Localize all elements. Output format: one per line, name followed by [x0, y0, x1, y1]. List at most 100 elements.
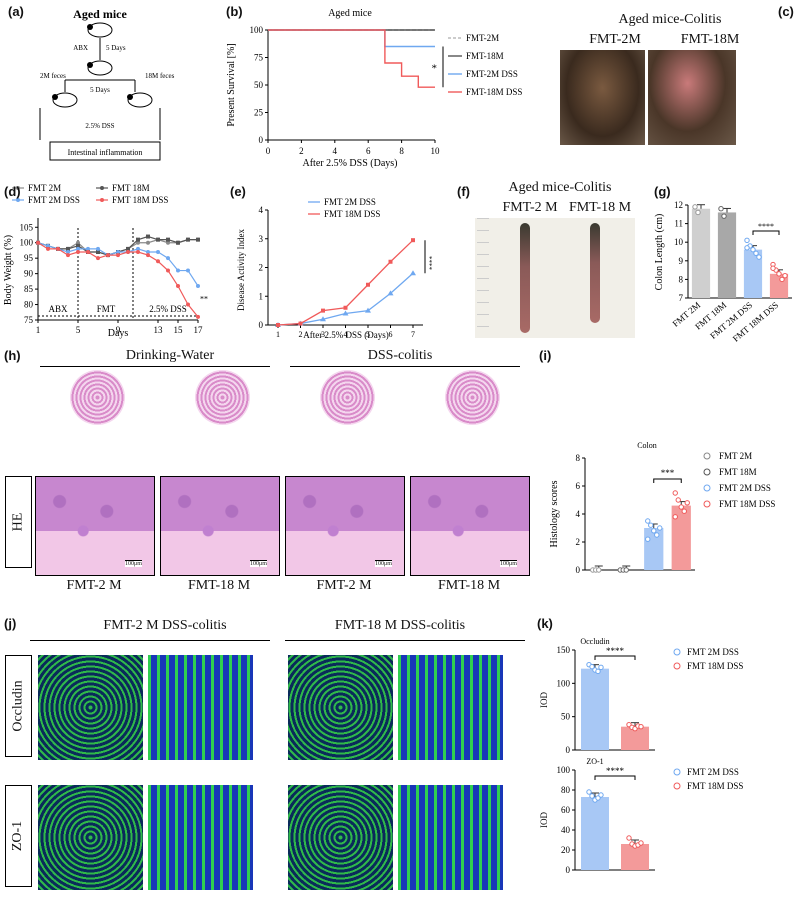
data-point	[672, 514, 678, 520]
data-point	[76, 240, 80, 245]
data-point	[196, 237, 200, 242]
group-header: FMT-18 M DSS-colitis	[334, 618, 466, 633]
data-point	[56, 246, 60, 251]
data-point	[598, 792, 604, 798]
group-header: Drinking-Water	[125, 348, 215, 363]
panel-label: (k)	[537, 616, 553, 631]
panel-label: (a)	[8, 4, 24, 19]
bar	[671, 505, 691, 570]
y-tick-label: 100	[557, 678, 571, 688]
data-point	[176, 268, 180, 273]
sig-marker: ****	[606, 766, 625, 776]
row-label: ZO-1	[10, 820, 26, 852]
data-point	[136, 240, 140, 245]
sig-marker: ****	[425, 256, 433, 271]
x-axis-label: After 2.5% DSS (Days)	[303, 158, 398, 169]
data-point	[321, 308, 325, 313]
y-tick-label: 12	[674, 200, 683, 210]
if-overview-image	[288, 655, 393, 760]
legend-label: FMT-18M DSS	[466, 87, 522, 97]
outcome-label: Intestinal inflammation	[68, 148, 143, 157]
y-tick-label: 100	[250, 25, 264, 35]
data-point	[146, 234, 150, 239]
data-point	[76, 246, 80, 251]
legend-label: FMT-18M	[466, 51, 504, 61]
y-tick-label: 8	[679, 274, 684, 284]
data-point	[166, 237, 170, 242]
data-point	[166, 268, 170, 273]
data-point	[776, 271, 782, 277]
data-point	[645, 518, 651, 524]
data-point	[596, 567, 602, 573]
photo-label-right: FMT-18M	[680, 32, 740, 47]
scale-bar: 100μm	[125, 560, 142, 567]
x-tick-label: 6	[366, 146, 371, 156]
y-tick-label: 75	[24, 315, 34, 325]
data-point	[721, 213, 727, 219]
x-tick-label: 13	[154, 325, 164, 335]
panel-b: (b) 0 25 50 75 100 0 2 4 6 8 10 Aged mice After 2.5%…	[220, 0, 550, 175]
y-axis-label: Body Weight (%)	[3, 235, 14, 305]
mouse-icon	[127, 92, 153, 108]
divider	[290, 366, 520, 367]
data-point	[598, 664, 604, 671]
sig-bracket	[653, 478, 682, 483]
data-point	[276, 323, 280, 327]
data-point	[684, 500, 690, 506]
data-point	[136, 250, 140, 254]
data-point	[387, 290, 394, 296]
days-label: 5 Days	[106, 44, 126, 52]
he-micrograph	[410, 476, 530, 576]
bar	[691, 208, 711, 298]
sig-bracket	[752, 230, 780, 236]
he-swiss-roll	[70, 370, 125, 425]
x-tick-label: 9	[116, 325, 121, 335]
x-axis-label: After 2.5% DSS (Days)	[303, 330, 389, 340]
sig-marker: ***	[661, 468, 675, 478]
photo-label-right: FMT-18 M	[568, 200, 632, 215]
if-zoom-image	[148, 785, 253, 890]
x-tick-label: 0	[266, 146, 271, 156]
y-tick-label: 0	[566, 865, 571, 875]
series-line	[268, 29, 435, 48]
schematic: Aged mice ABX 5 Days 5 Days 2M feces 18M…	[39, 7, 175, 161]
data-point	[186, 237, 190, 242]
y-tick-label: 85	[24, 284, 34, 294]
panel-j: (j) FMT-2 M DSS-colitis FMT-18 M DSS-col…	[0, 600, 535, 897]
data-point	[410, 270, 416, 276]
data-point	[96, 250, 100, 254]
data-point	[589, 793, 595, 799]
data-point	[648, 522, 654, 528]
legend-marker	[673, 648, 681, 656]
data-point	[342, 310, 349, 316]
y-tick-label: 150	[557, 645, 571, 655]
panel-i: (i) 0 2 4 6 8 Colon Histology scores *** FMT 2M F…	[535, 348, 800, 588]
he-caption: FMT-18 M	[187, 578, 251, 593]
y-axis-label: IOD	[539, 692, 549, 708]
data-point	[96, 246, 100, 251]
data-point	[692, 204, 698, 210]
panel-label: (i)	[539, 348, 552, 363]
legend-label: FMT-2M	[466, 33, 499, 43]
dai-chart: 0 1 2 3 4 1 2 3 4 5 6 7 After 2.5% DSS (Days) Disease…	[236, 197, 433, 340]
data-point	[46, 243, 50, 248]
data-point	[146, 240, 150, 245]
series-line	[277, 272, 414, 326]
data-point	[782, 272, 788, 279]
y-tick-label: 4	[576, 509, 581, 519]
divider	[40, 366, 270, 367]
data-point	[66, 253, 70, 258]
data-point	[651, 528, 657, 534]
x-tick-label: FMT 18M DSS	[731, 300, 781, 344]
y-tick-label: 11	[674, 219, 683, 229]
panel-label: (j)	[4, 616, 17, 631]
data-point	[126, 250, 130, 254]
y-tick-label: 2	[259, 263, 264, 273]
he-caption: FMT-2 M	[316, 578, 372, 593]
panel-label: (f)	[457, 184, 470, 199]
data-point	[320, 316, 326, 322]
legend-label: FMT 18M	[719, 467, 757, 477]
he-micrograph	[285, 476, 405, 576]
survival-chart: 0 25 50 75 100 0 2 4 6 8 10 Aged mice After 2.5% DSS…	[226, 8, 522, 169]
data-point	[750, 246, 756, 253]
